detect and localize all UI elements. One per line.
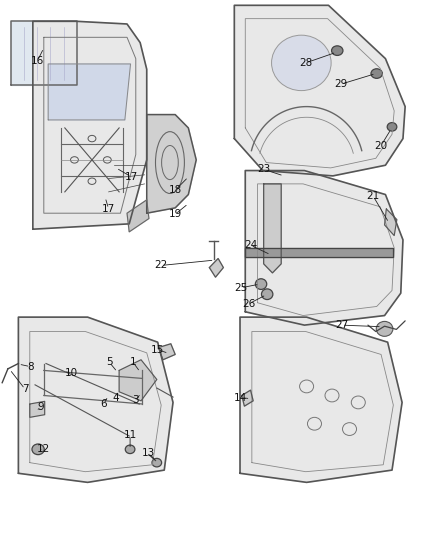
Text: 5: 5 [106,358,113,367]
Text: 9: 9 [38,402,45,411]
Text: 6: 6 [100,399,107,409]
Text: 26: 26 [242,299,255,309]
Text: 16: 16 [31,56,44,66]
Polygon shape [385,209,397,236]
Text: 8: 8 [27,362,34,372]
Polygon shape [30,401,45,417]
Polygon shape [18,317,173,482]
Polygon shape [119,360,157,401]
Text: 21: 21 [367,191,380,201]
Polygon shape [240,317,402,482]
Polygon shape [245,171,403,325]
Text: 3: 3 [132,395,139,405]
Text: 25: 25 [234,283,247,293]
Text: 1: 1 [130,358,137,367]
Text: 7: 7 [21,384,28,394]
Text: 15: 15 [151,345,164,354]
Text: 13: 13 [142,448,155,458]
Polygon shape [147,115,196,213]
Ellipse shape [152,458,162,467]
Ellipse shape [32,444,44,455]
Text: 22: 22 [155,261,168,270]
Text: 14: 14 [234,393,247,402]
Text: 17: 17 [125,172,138,182]
Polygon shape [264,184,281,273]
Text: 27: 27 [335,320,348,330]
Polygon shape [242,390,253,406]
Ellipse shape [387,123,397,131]
Text: 29: 29 [334,79,347,89]
Polygon shape [127,200,149,232]
Ellipse shape [255,279,267,289]
Text: 11: 11 [124,430,137,440]
Text: 28: 28 [299,58,312,68]
Text: 24: 24 [244,240,257,250]
Polygon shape [159,344,175,360]
Text: 19: 19 [169,209,182,219]
Polygon shape [33,21,147,229]
Text: 4: 4 [112,393,119,402]
Polygon shape [245,248,393,257]
Ellipse shape [376,321,393,336]
Polygon shape [48,64,131,120]
Ellipse shape [272,35,331,91]
Ellipse shape [261,289,273,300]
Polygon shape [209,259,223,277]
Text: 20: 20 [374,141,388,150]
Text: 23: 23 [258,165,271,174]
Polygon shape [234,5,405,176]
Ellipse shape [332,46,343,55]
Text: 12: 12 [37,445,50,454]
Text: 17: 17 [102,204,115,214]
Text: 18: 18 [169,185,182,195]
Ellipse shape [371,69,382,78]
Polygon shape [11,21,77,85]
Text: 10: 10 [65,368,78,378]
Ellipse shape [125,445,135,454]
